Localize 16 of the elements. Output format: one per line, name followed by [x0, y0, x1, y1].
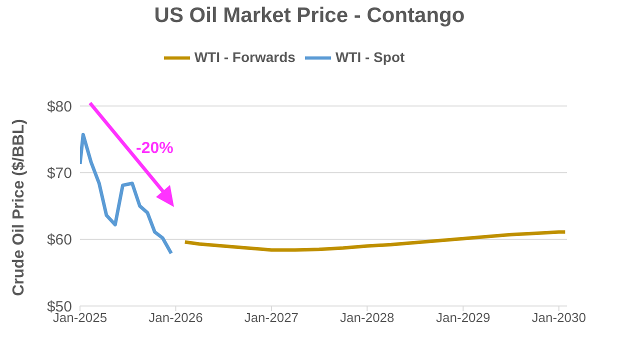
line-series — [183, 230, 567, 252]
y-tick-label: $60 — [46, 232, 72, 249]
line-series — [80, 132, 174, 256]
x-tick-label: Jan-2027 — [244, 310, 299, 326]
x-tick-label: Jan-2026 — [148, 310, 203, 326]
x-tick-label: Jan-2029 — [436, 310, 490, 326]
y-tick-label: $80 — [46, 98, 72, 116]
x-tick-label: Jan-2030 — [532, 310, 586, 326]
y-tick-label: $70 — [46, 164, 72, 182]
legend-label: WTI - Spot — [335, 49, 405, 66]
x-tick-label: Jan-2025 — [52, 310, 108, 326]
chart-title: US Oil Market Price - Contango — [153, 4, 466, 28]
annotation: -20% — [136, 140, 174, 158]
y-axis-title: Crude Oil Price ($/BBL) — [10, 119, 28, 296]
x-tick-label: Jan-2028 — [340, 310, 394, 326]
legend-label: WTI - Forwards — [194, 49, 296, 66]
